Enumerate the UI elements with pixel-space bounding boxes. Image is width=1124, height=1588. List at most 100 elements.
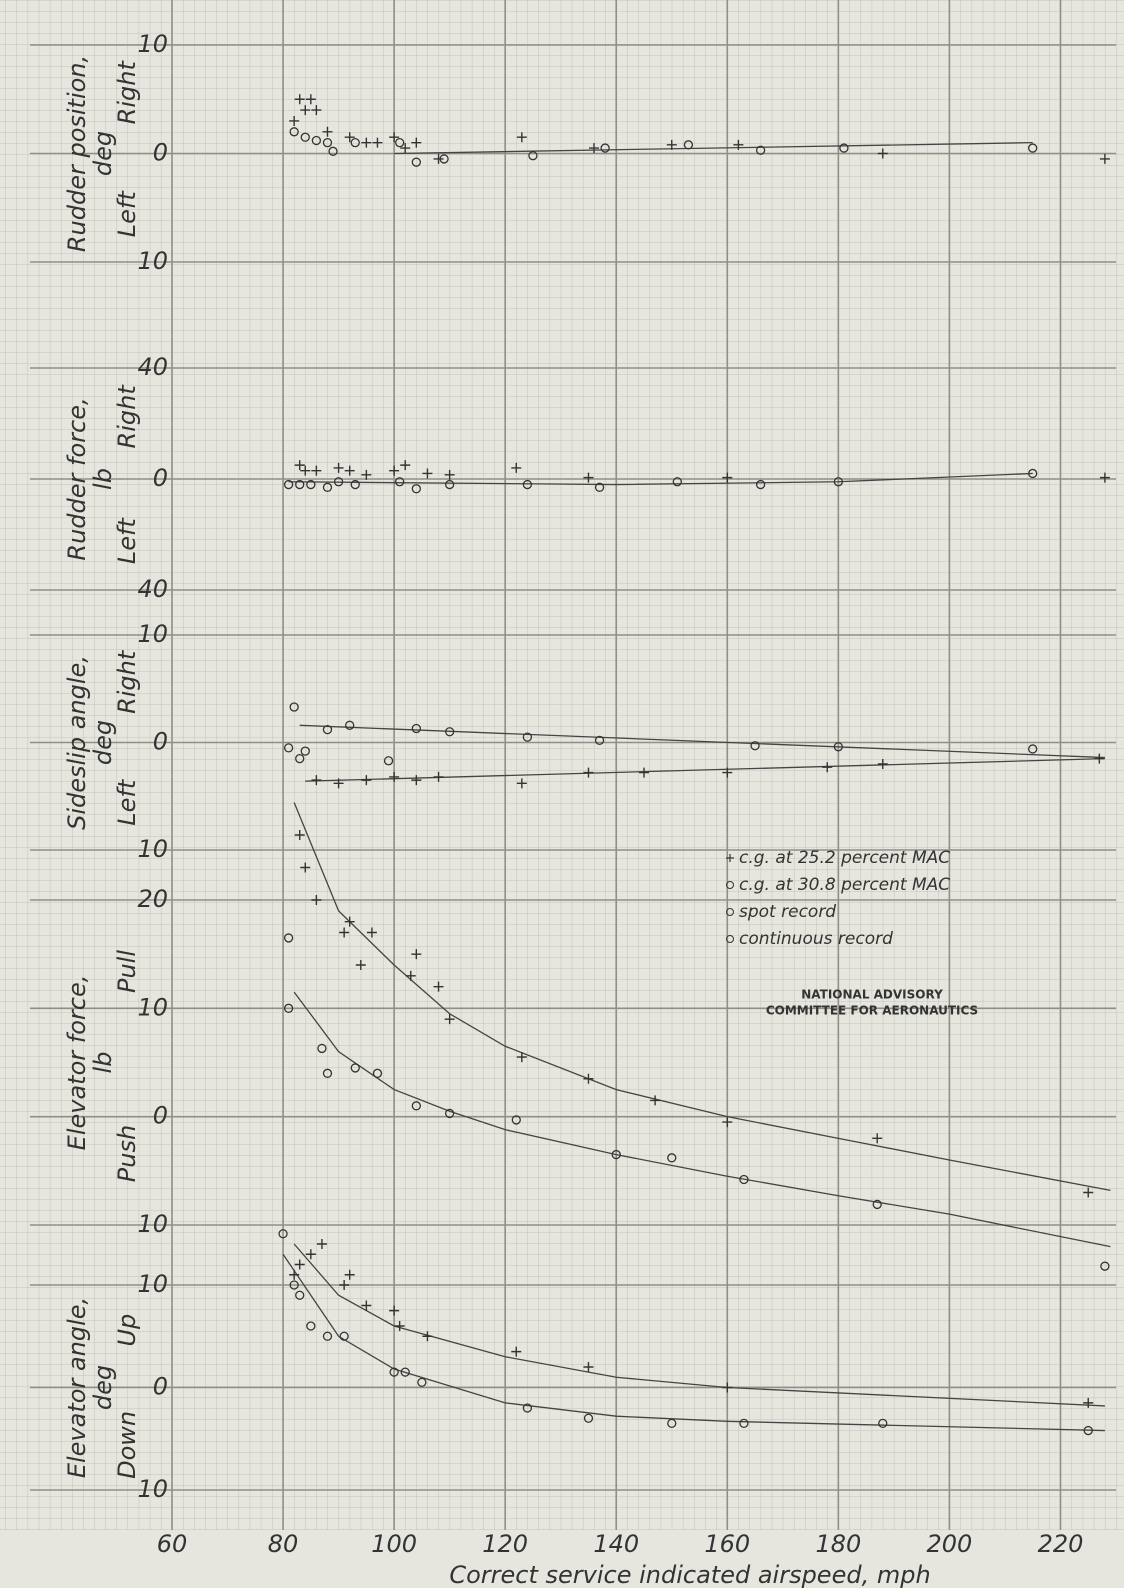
plus-point xyxy=(1094,753,1105,764)
plus-point xyxy=(444,1014,455,1025)
circle-point xyxy=(444,1108,455,1119)
y-axis-label: Sideslip angle, xyxy=(63,655,91,830)
plus-point xyxy=(322,126,333,137)
plus-point xyxy=(444,469,455,480)
plus-point xyxy=(411,775,422,786)
circle-point xyxy=(389,1367,399,1377)
plus-point xyxy=(422,468,433,479)
circle-point xyxy=(439,154,449,164)
circle-point xyxy=(594,735,605,745)
legend-label: c.g. at 30.8 percent MAC xyxy=(739,875,950,895)
legend-label: continuous record xyxy=(739,929,893,949)
plus-point xyxy=(400,143,411,154)
legend-marker xyxy=(726,935,734,943)
x-tick-label: 160 xyxy=(704,1530,750,1558)
circle-point xyxy=(328,146,338,156)
circle-point xyxy=(350,1063,360,1073)
plus-point xyxy=(389,132,400,143)
plus-point xyxy=(433,771,444,782)
plus-point xyxy=(339,1280,350,1290)
legend-label: c.g. at 25.2 percent MAC xyxy=(739,848,950,868)
circle-point xyxy=(1100,1261,1110,1271)
circle-point xyxy=(522,732,533,742)
circle-point xyxy=(350,137,360,148)
plus-point xyxy=(722,472,733,483)
circle-point xyxy=(311,135,322,146)
y-axis-label: Rudder position, xyxy=(63,55,91,252)
circle-point xyxy=(750,741,760,751)
circle-point xyxy=(306,479,316,490)
plus-point xyxy=(311,895,322,905)
circle-point xyxy=(872,1199,882,1210)
circle-point xyxy=(411,484,421,494)
y-tick-label: 10 xyxy=(137,1270,168,1298)
fairing-line xyxy=(299,724,1105,759)
direction-label: Left xyxy=(113,517,141,565)
plus-point xyxy=(344,132,355,143)
plus-point xyxy=(361,469,372,480)
y-tick-label: 0 xyxy=(153,1102,168,1130)
circle-point xyxy=(289,1280,299,1290)
circle-point xyxy=(339,1331,349,1341)
plus-point xyxy=(511,462,522,473)
plus-point xyxy=(589,143,600,154)
plus-point xyxy=(294,1259,305,1270)
plus-point xyxy=(305,94,316,105)
y-tick-label: 10 xyxy=(137,1210,168,1238)
plus-point xyxy=(877,148,888,159)
legend-marker xyxy=(726,908,734,916)
circle-point xyxy=(411,723,421,734)
plus-point xyxy=(405,970,416,981)
plus-point xyxy=(311,105,322,116)
plus-point xyxy=(516,778,527,789)
circle-point xyxy=(345,720,355,730)
circle-point xyxy=(383,756,394,766)
circle-point xyxy=(289,702,299,712)
x-tick-label: 60 xyxy=(157,1530,188,1558)
plus-point xyxy=(300,105,311,116)
plus-point xyxy=(583,767,594,778)
plus-point xyxy=(650,1095,661,1106)
plus-point xyxy=(311,775,322,786)
plus-point xyxy=(289,115,300,126)
y-axis-label: deg xyxy=(89,131,117,176)
circle-point xyxy=(289,127,299,137)
direction-label: Left xyxy=(113,778,141,826)
circle-point xyxy=(739,1418,749,1429)
y-tick-label: 0 xyxy=(153,728,168,756)
plus-point xyxy=(361,137,372,148)
circle-point xyxy=(1028,744,1038,754)
legend-marker xyxy=(726,881,734,889)
circle-point xyxy=(739,1174,749,1185)
circle-point xyxy=(1083,1425,1093,1436)
plus-point xyxy=(339,927,350,938)
circle-point xyxy=(417,1377,427,1388)
circle-point xyxy=(522,479,533,490)
minor-grid xyxy=(0,0,1124,1530)
circle-point xyxy=(667,1153,677,1163)
y-tick-label: 20 xyxy=(137,885,168,913)
x-tick-label: 120 xyxy=(482,1530,528,1558)
plus-point xyxy=(294,94,305,105)
x-tick-label: 220 xyxy=(1038,1530,1084,1558)
circle-point xyxy=(755,145,766,155)
x-tick-label: 140 xyxy=(593,1530,639,1558)
circle-point xyxy=(528,151,538,161)
y-axis-label: deg xyxy=(89,720,117,765)
circle-point xyxy=(1028,143,1038,153)
circle-point xyxy=(511,1115,521,1125)
direction-label: Left xyxy=(113,190,141,238)
plus-point xyxy=(666,139,677,150)
y-axis-label: lb xyxy=(89,1052,117,1074)
plus-point xyxy=(722,767,733,778)
plus-point xyxy=(355,960,366,970)
plus-point xyxy=(294,830,305,840)
plus-point xyxy=(333,462,344,473)
plus-point xyxy=(1099,153,1110,164)
circle-point xyxy=(295,1290,305,1300)
direction-label: Push xyxy=(113,1125,141,1182)
plus-point xyxy=(722,1117,733,1128)
plus-point xyxy=(639,767,649,778)
circle-point xyxy=(522,1403,533,1413)
